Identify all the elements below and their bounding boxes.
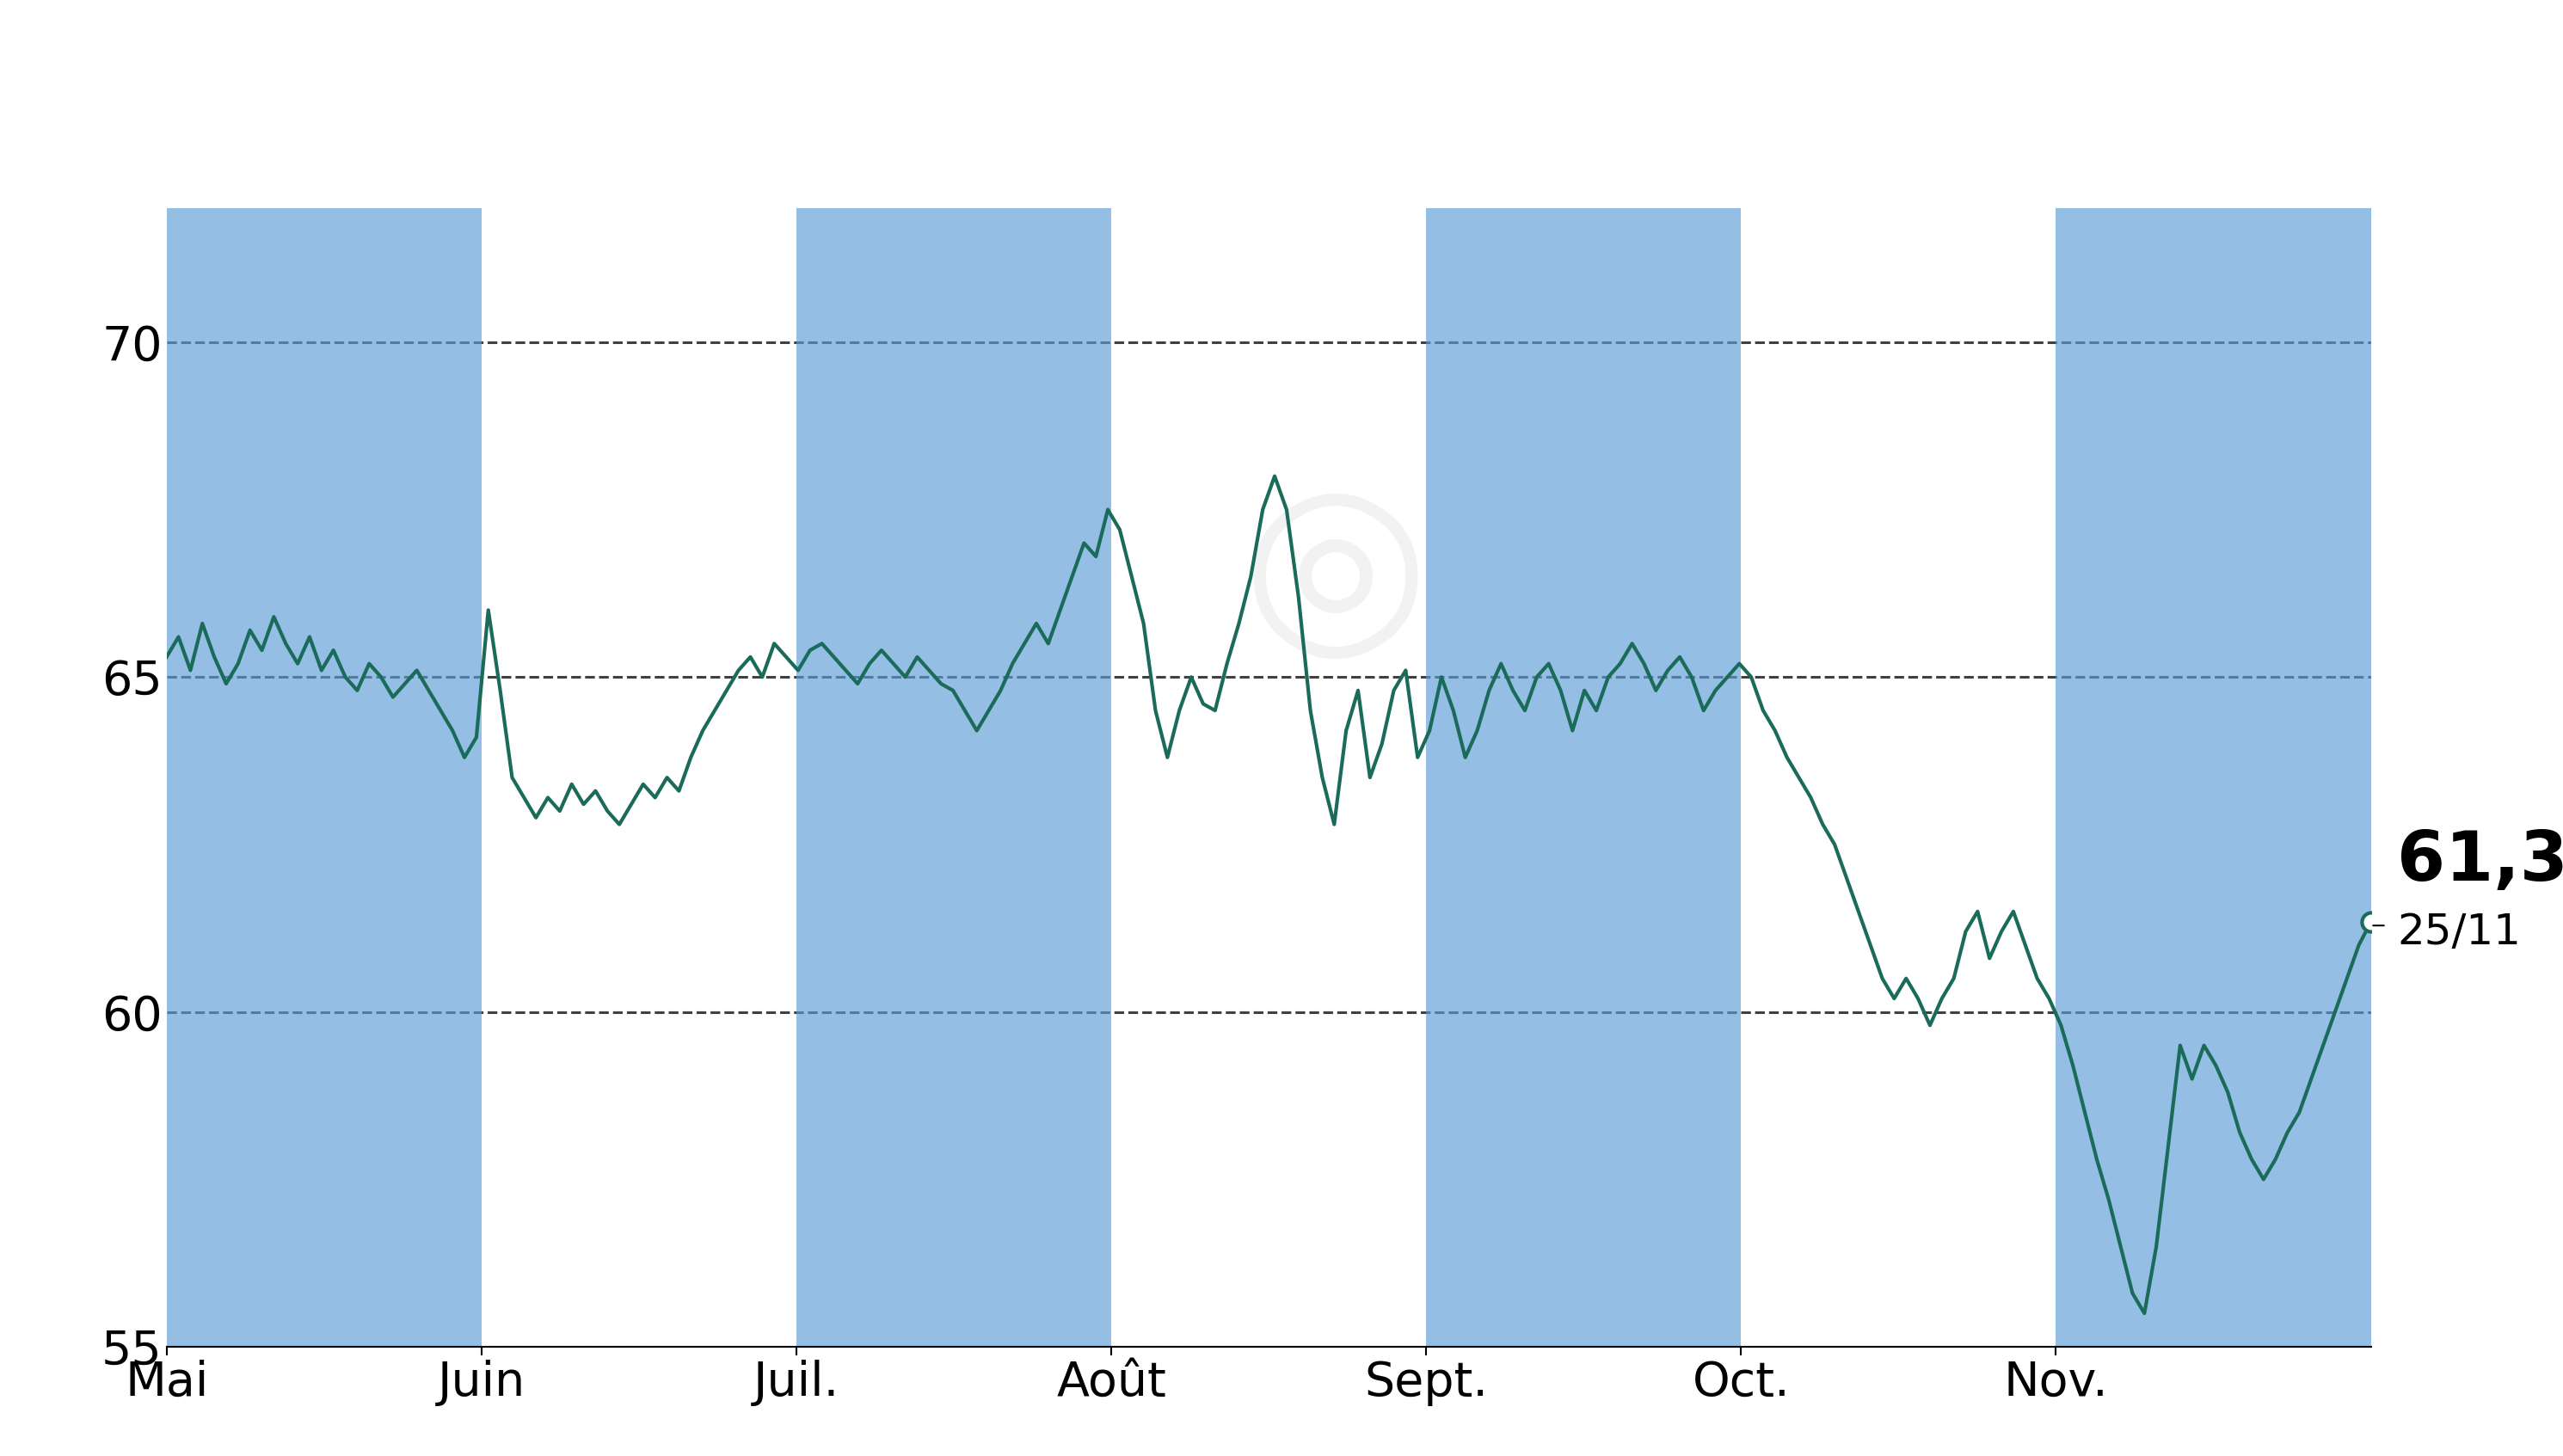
- Bar: [1425, 208, 1740, 1347]
- Text: Brenntag SE: Brenntag SE: [948, 17, 1615, 111]
- Text: ◎: ◎: [1240, 469, 1428, 677]
- Bar: [2056, 208, 2371, 1347]
- Bar: [797, 208, 1112, 1347]
- Bar: [167, 208, 482, 1347]
- Text: 25/11: 25/11: [2396, 911, 2522, 952]
- Text: 61,34: 61,34: [2396, 828, 2563, 895]
